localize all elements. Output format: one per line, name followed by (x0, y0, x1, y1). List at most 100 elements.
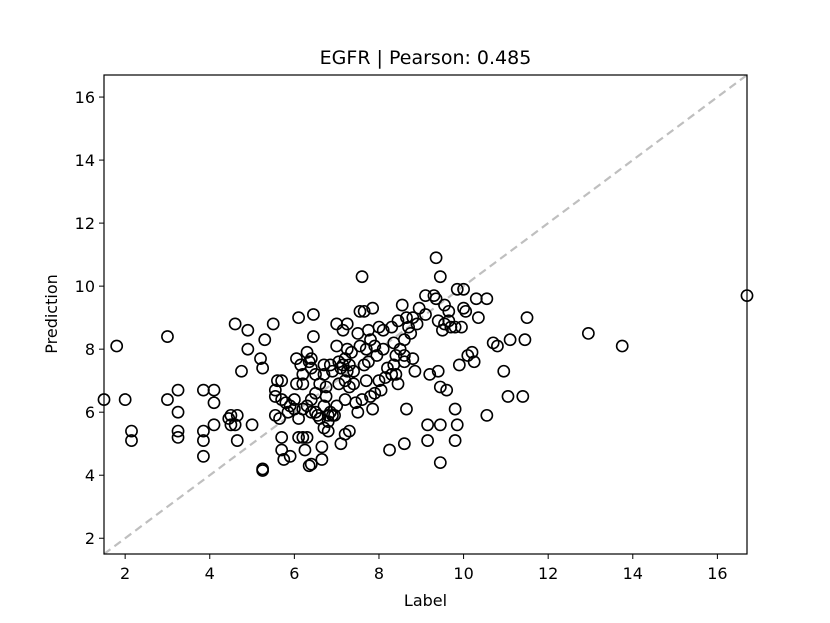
data-point (296, 367, 310, 381)
data-point (317, 367, 331, 381)
data-point (118, 393, 132, 406)
data-point (345, 345, 358, 359)
data-point (292, 311, 305, 325)
data-point (501, 390, 515, 403)
data-point (326, 364, 339, 378)
data-point (442, 304, 456, 318)
data-point (347, 364, 360, 378)
y-tick-label: 16 (75, 88, 95, 107)
data-point (397, 437, 411, 451)
data-point (366, 301, 380, 315)
data-point (376, 323, 390, 337)
data-point (353, 304, 367, 318)
data-point (161, 393, 174, 406)
x-tick-label: 10 (453, 564, 473, 583)
x-axis-label: Label (404, 591, 447, 610)
data-point (317, 358, 331, 372)
data-point (389, 367, 403, 381)
data-point (433, 270, 447, 284)
data-point (480, 408, 494, 422)
data-point (440, 383, 454, 397)
data-point (275, 374, 289, 388)
data-point (355, 393, 369, 406)
data-point (290, 377, 303, 391)
data-point (421, 434, 435, 447)
data-point (256, 361, 270, 375)
data-point (292, 431, 305, 444)
data-point (235, 364, 248, 378)
data-point (455, 320, 468, 334)
data-point (321, 424, 335, 438)
data-point (357, 304, 371, 318)
data-point (161, 330, 174, 343)
data-point (283, 449, 297, 463)
identity-reference-line (103, 74, 748, 555)
data-point (171, 431, 185, 444)
data-point (450, 418, 464, 432)
data-point (448, 402, 462, 416)
data-point (271, 374, 284, 388)
data-point (336, 358, 350, 372)
data-point (457, 301, 470, 315)
data-point (300, 431, 314, 444)
data-point (241, 323, 255, 337)
data-point (298, 443, 312, 457)
y-tick-label: 4 (85, 466, 95, 485)
data-point (385, 367, 399, 381)
data-point (419, 308, 432, 321)
data-point (368, 339, 382, 353)
data-point (306, 308, 320, 321)
data-point (256, 464, 270, 477)
data-point (406, 311, 420, 325)
data-point (353, 339, 367, 353)
x-tick-label: 4 (205, 564, 215, 583)
data-point (366, 402, 380, 416)
data-point (518, 333, 532, 347)
data-point (230, 408, 244, 422)
data-point (520, 311, 534, 325)
data-point (383, 443, 396, 457)
data-point (302, 459, 316, 473)
data-point (171, 383, 185, 397)
y-tick-label: 12 (75, 214, 95, 233)
data-point (230, 434, 244, 447)
data-point (406, 352, 420, 366)
data-point (368, 386, 382, 400)
data-point (497, 364, 511, 378)
data-point (275, 443, 289, 457)
data-point (400, 311, 413, 325)
data-point (400, 402, 413, 416)
data-point (423, 367, 437, 381)
data-point (361, 355, 375, 369)
data-point (245, 418, 259, 432)
data-point (207, 383, 221, 397)
data-point (287, 393, 301, 406)
data-point (228, 317, 242, 331)
data-point (309, 405, 322, 419)
data-point (452, 358, 466, 372)
data-point (364, 333, 377, 347)
data-point (224, 418, 238, 432)
data-point (304, 352, 318, 366)
data-point (340, 317, 354, 331)
data-point (448, 320, 462, 334)
data-point (374, 383, 388, 397)
data-point (381, 361, 394, 375)
data-point (281, 405, 295, 419)
chart-title: EGFR | Pearson: 0.485 (320, 47, 532, 69)
data-point (491, 339, 504, 353)
data-point (300, 345, 314, 359)
data-point (372, 374, 386, 388)
data-point (349, 396, 363, 410)
data-point (268, 383, 282, 397)
data-point (304, 457, 318, 471)
data-point (302, 355, 316, 369)
data-point (304, 361, 318, 375)
data-point (125, 424, 138, 438)
data-point (355, 270, 369, 284)
plot-area: 2 4 6 8 10 12 14 16 2 4 6 8 10 12 14 16 (75, 74, 754, 583)
data-point (273, 412, 286, 425)
data-point (171, 405, 185, 419)
data-point (351, 405, 365, 419)
